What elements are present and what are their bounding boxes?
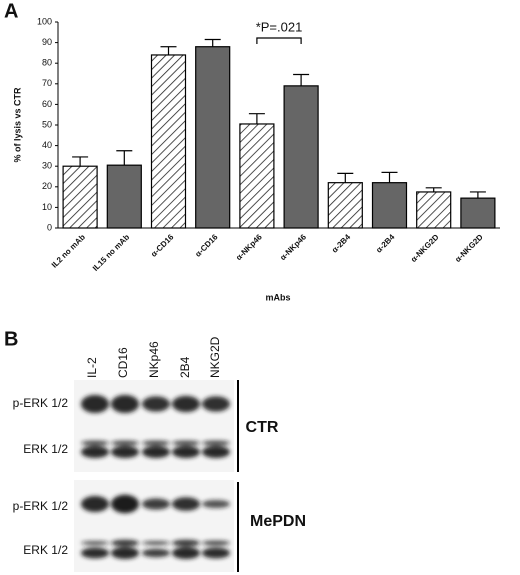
blot-band <box>202 446 230 458</box>
y-axis-label: % of lysis vs CTR <box>12 87 22 163</box>
blot-band <box>172 446 200 458</box>
blot-band <box>202 500 230 508</box>
x-tick-label: α-NKp46 <box>234 232 264 262</box>
blot-band <box>142 541 170 545</box>
bar <box>416 191 452 229</box>
blot-band <box>81 395 109 413</box>
blot-band <box>142 548 170 558</box>
blot-band <box>172 395 200 413</box>
bar <box>195 46 231 229</box>
blot-band <box>202 540 230 546</box>
blot-band <box>142 446 170 458</box>
blot-band <box>172 497 200 511</box>
blot-band <box>202 440 230 446</box>
x-tick-label: α-NKG2D <box>453 232 485 264</box>
bar <box>150 54 187 229</box>
blot-band <box>81 547 109 559</box>
y-tick-label: 100 <box>37 16 52 26</box>
panel-label: B <box>4 328 18 350</box>
bar <box>371 182 408 229</box>
blot-band <box>172 547 200 559</box>
x-tick-label: α-CD16 <box>193 232 220 259</box>
y-tick-label: 40 <box>42 140 52 150</box>
blot-band <box>202 547 230 559</box>
y-tick-label: 0 <box>47 222 52 232</box>
blot-band <box>142 440 170 446</box>
row-label: ERK 1/2 <box>23 442 68 456</box>
y-tick-label: 90 <box>42 37 52 47</box>
annotation: *P=.021 <box>256 19 303 34</box>
x-tick-label: α-2B4 <box>374 232 396 254</box>
y-tick-label: 70 <box>42 78 52 88</box>
blot-band <box>81 440 109 446</box>
bar <box>283 85 319 229</box>
y-tick-label: 80 <box>42 58 52 68</box>
x-tick-label: α-CD16 <box>149 232 176 259</box>
blot-band <box>111 539 139 547</box>
significance-bracket <box>256 37 302 44</box>
row-label: ERK 1/2 <box>23 543 68 557</box>
bands <box>81 395 230 559</box>
blot-band <box>81 541 109 545</box>
bar <box>239 123 275 229</box>
bar <box>460 197 496 229</box>
lane-label: NKG2D <box>208 336 222 378</box>
blot-band <box>111 547 139 559</box>
lane-label: IL-2 <box>85 357 99 378</box>
x-tick-label: α-NKG2D <box>409 232 441 264</box>
lane-label: CD16 <box>116 347 130 378</box>
bar <box>327 182 363 229</box>
blot-band <box>202 396 230 412</box>
y-tick-label: 60 <box>42 99 52 109</box>
blot-band <box>172 539 200 547</box>
x-tick-label: IL2 no mAb <box>50 232 87 269</box>
bar <box>106 164 142 229</box>
y-tick-label: 50 <box>42 119 52 129</box>
blot-membrane <box>74 380 234 472</box>
lane-label: NKp46 <box>147 341 161 378</box>
blot-band <box>81 496 109 512</box>
blot-band <box>111 440 139 446</box>
y-tick-label: 30 <box>42 161 52 171</box>
blot-band <box>81 446 109 458</box>
y-tick-label: 10 <box>42 202 52 212</box>
group-label: CTR <box>246 419 279 436</box>
x-tick-label: α-NKp46 <box>278 232 308 262</box>
blot-band <box>142 396 170 412</box>
x-tick-label: α-2B4 <box>330 232 352 254</box>
blot: IL-2 CD16 NKp46 2B4 NKG2D p-ERK 1/2 ERK … <box>13 336 306 572</box>
row-label: p-ERK 1/2 <box>13 396 69 410</box>
x-axis-label: mAbs <box>265 292 290 302</box>
bar <box>62 165 98 229</box>
row-label: p-ERK 1/2 <box>13 499 69 513</box>
y-tick-label: 20 <box>42 181 52 191</box>
blot-band <box>172 440 200 446</box>
blot-band <box>142 498 170 510</box>
panel-label: A <box>4 0 18 22</box>
group-label: MePDN <box>250 513 306 530</box>
lane-label: 2B4 <box>178 356 192 378</box>
x-tick-label: IL15 no mAb <box>91 232 131 272</box>
blot-band <box>111 494 139 514</box>
blot-band <box>111 446 139 458</box>
blot-band <box>111 395 139 413</box>
